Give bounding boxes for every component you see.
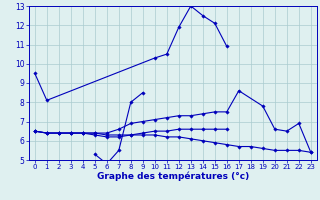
X-axis label: Graphe des températures (°c): Graphe des températures (°c) xyxy=(97,172,249,181)
